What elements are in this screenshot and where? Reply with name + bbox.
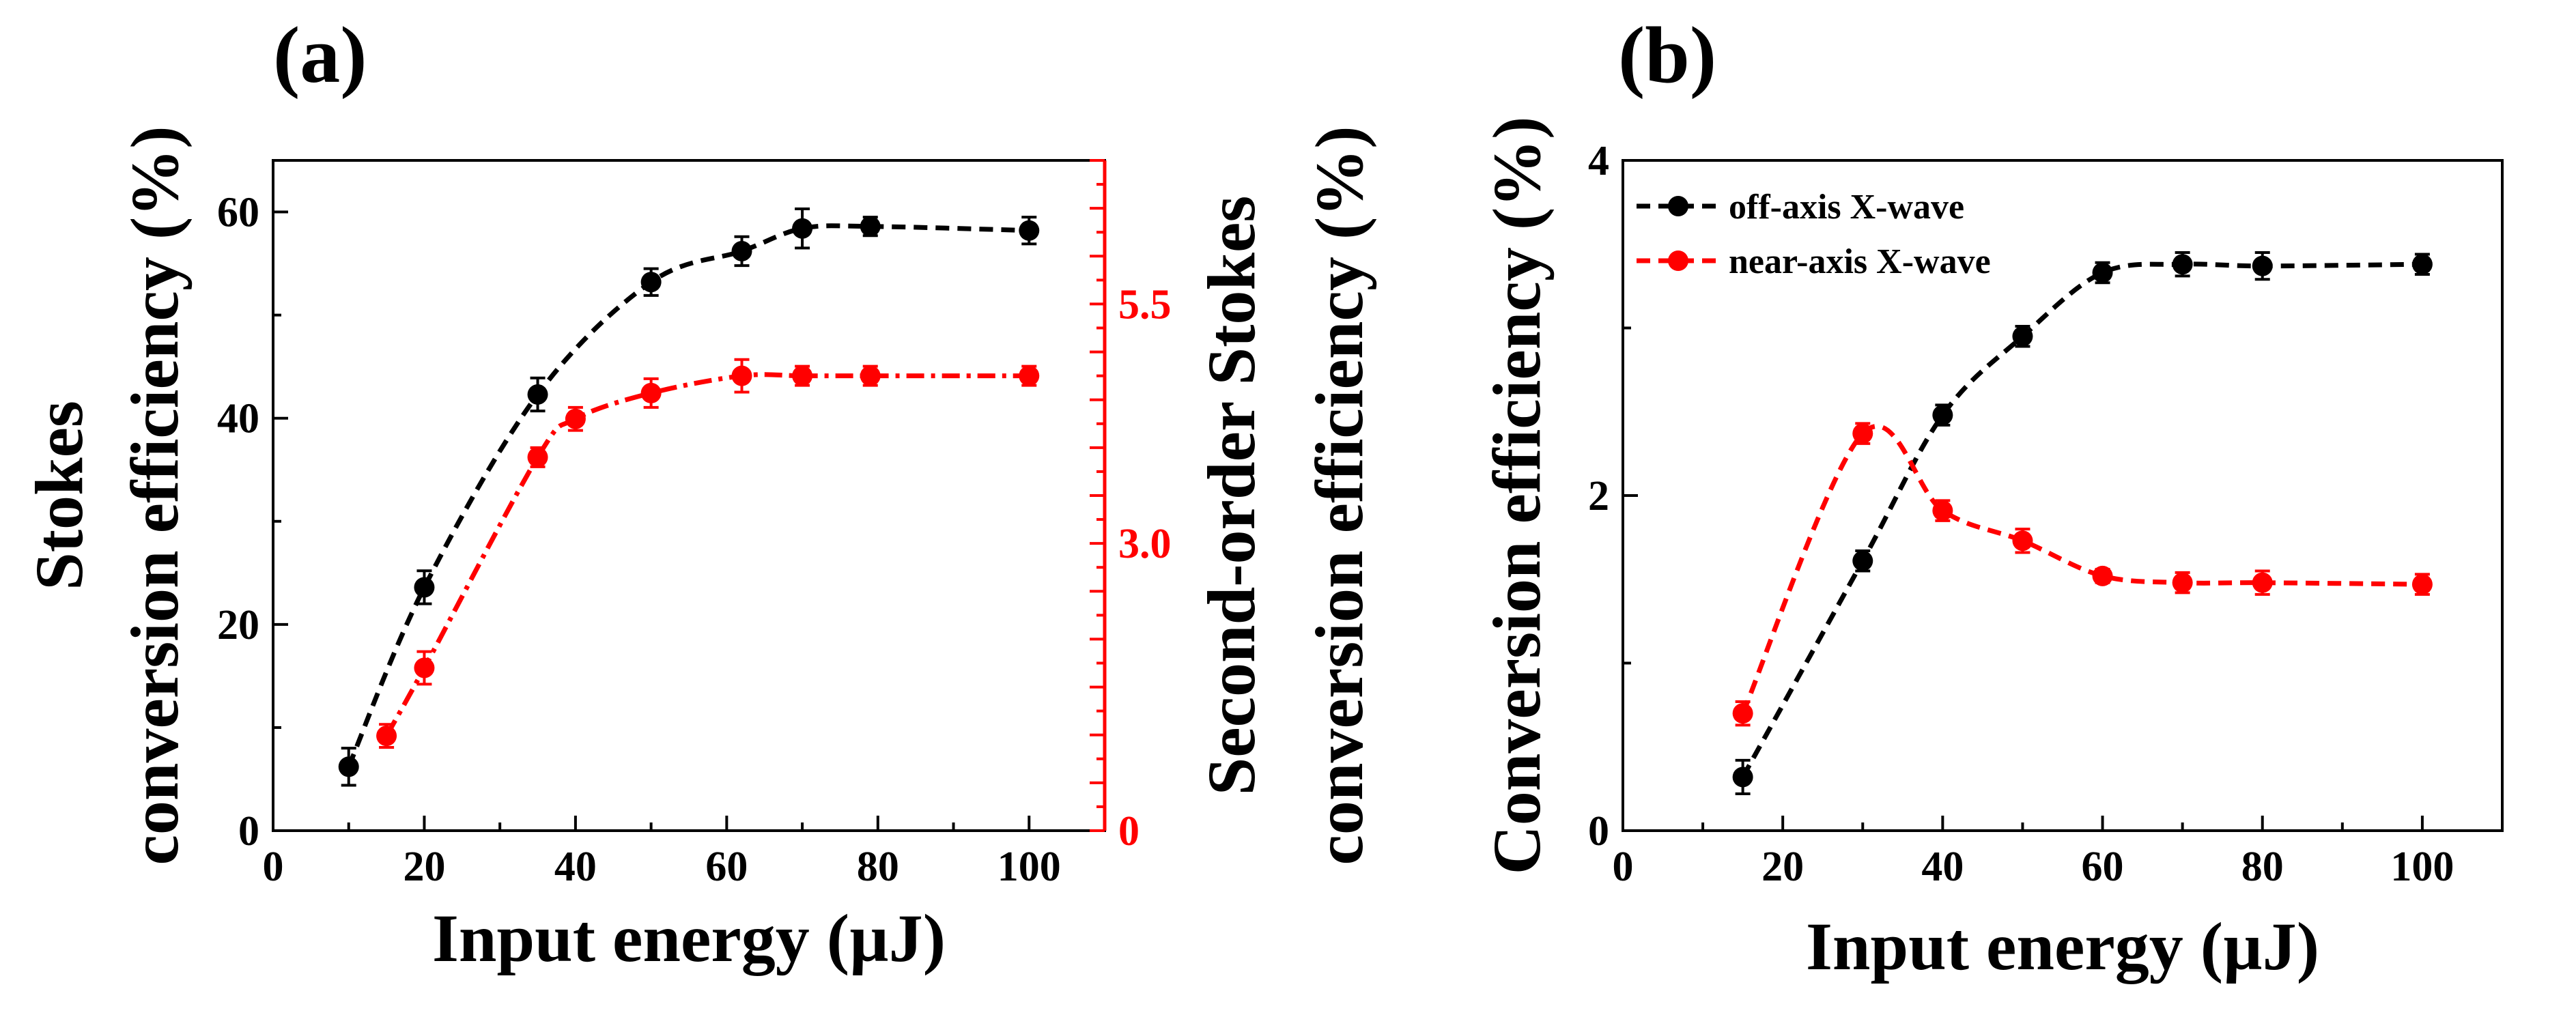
data-point — [338, 756, 359, 777]
data-point — [731, 240, 752, 261]
y-tick-label: 4 — [1588, 138, 1609, 184]
x-tick-label: 0 — [1613, 844, 1634, 890]
data-point — [2092, 262, 2113, 283]
y-axis-title: Conversion efficiency (%) — [1479, 117, 1555, 875]
data-point — [2012, 530, 2033, 552]
right-y-tick-label: 3.0 — [1118, 521, 1172, 567]
y-tick-label: 2 — [1588, 473, 1609, 519]
y-axis-title-line: Stokes — [21, 401, 97, 590]
series-second-order-stokes — [376, 358, 1040, 749]
x-tick-label: 100 — [997, 844, 1061, 890]
data-point — [565, 408, 586, 429]
y-tick-label: 40 — [217, 396, 259, 442]
data-point — [2012, 326, 2033, 347]
series-near-axis-x-wave — [1732, 422, 2433, 727]
panel-label: (b) — [1618, 10, 1716, 100]
right-y-tick-label: 0 — [1118, 808, 1140, 855]
legend-item: near-axis X-wave — [1637, 242, 1991, 281]
data-point — [2252, 572, 2273, 593]
data-point — [376, 726, 397, 747]
legend-swatch-marker — [1668, 250, 1688, 271]
data-point — [2172, 572, 2193, 593]
right-y-axis-title: Second-order Stokes conversion efficiency… — [1193, 126, 1377, 865]
data-point — [2411, 254, 2433, 275]
y-axis-title: Stokes conversion efficiency (%) — [21, 126, 193, 865]
data-point — [860, 216, 881, 237]
x-tick-label: 80 — [857, 844, 899, 890]
x-tick-label: 0 — [263, 844, 284, 890]
legend: off-axis X-wave near-axis X-wave — [1637, 188, 1991, 281]
x-tick-label: 60 — [705, 844, 748, 890]
data-point — [1019, 365, 1040, 386]
data-point — [414, 577, 435, 598]
right-y-axis-title-line: conversion efficiency (%) — [1301, 126, 1377, 865]
legend-label: off-axis X-wave — [1729, 188, 1964, 227]
panel-a: 0 20 40 60 80 100 0 20 40 60 0 3.0 5.5 (a) Input energ… — [21, 10, 1377, 976]
data-point — [1852, 550, 1873, 571]
data-point — [731, 365, 752, 386]
data-point — [2252, 255, 2273, 276]
legend-item: off-axis X-wave — [1637, 188, 1964, 227]
x-tick-label: 60 — [2082, 844, 2124, 890]
data-point — [2411, 574, 2433, 595]
y-tick-label: 0 — [1588, 808, 1609, 855]
data-point — [2172, 254, 2193, 275]
data-point — [527, 384, 548, 405]
y-tick-label: 0 — [238, 808, 259, 855]
series-stokes — [338, 207, 1040, 787]
right-y-tick-label: 5.5 — [1118, 281, 1172, 328]
y-axis-title-line: conversion efficiency (%) — [117, 126, 193, 865]
data-point — [860, 365, 881, 386]
data-point — [792, 365, 813, 386]
data-point — [1932, 500, 1953, 521]
x-tick-label: 20 — [403, 844, 445, 890]
x-tick-label: 20 — [1761, 844, 1804, 890]
series-line — [384, 372, 1030, 737]
data-point — [527, 446, 548, 468]
series-off-axis-x-wave — [1732, 251, 2433, 795]
right-y-axis-title-line: Second-order Stokes — [1193, 196, 1269, 796]
series-line — [346, 223, 1030, 768]
data-point — [2092, 565, 2113, 586]
data-point — [1732, 703, 1753, 724]
data-point — [792, 218, 813, 239]
data-point — [1019, 220, 1040, 241]
y-tick-label: 60 — [217, 190, 259, 236]
data-point — [1732, 767, 1753, 788]
x-tick-label: 100 — [2390, 844, 2454, 890]
legend-swatch-marker — [1668, 196, 1688, 216]
data-point — [1852, 423, 1873, 444]
x-tick-label: 40 — [1921, 844, 1964, 890]
x-tick-label: 40 — [554, 844, 597, 890]
panel-b: 0 20 40 60 80 100 0 2 4 off-axis X-wave near-axis … — [1479, 10, 2504, 984]
data-point — [1932, 405, 1953, 426]
y-tick-label: 20 — [217, 602, 259, 648]
data-point — [640, 272, 662, 293]
x-axis-title: Input energy (µJ) — [432, 900, 946, 976]
series-line — [1740, 261, 2422, 779]
legend-label: near-axis X-wave — [1729, 242, 1991, 281]
x-tick-label: 80 — [2241, 844, 2284, 890]
series-line — [1740, 424, 2422, 715]
data-point — [640, 382, 662, 403]
plot-frame — [272, 159, 1106, 832]
panel-label: (a) — [273, 10, 367, 100]
data-point — [414, 657, 435, 678]
x-axis-title: Input energy (µJ) — [1806, 908, 2319, 984]
